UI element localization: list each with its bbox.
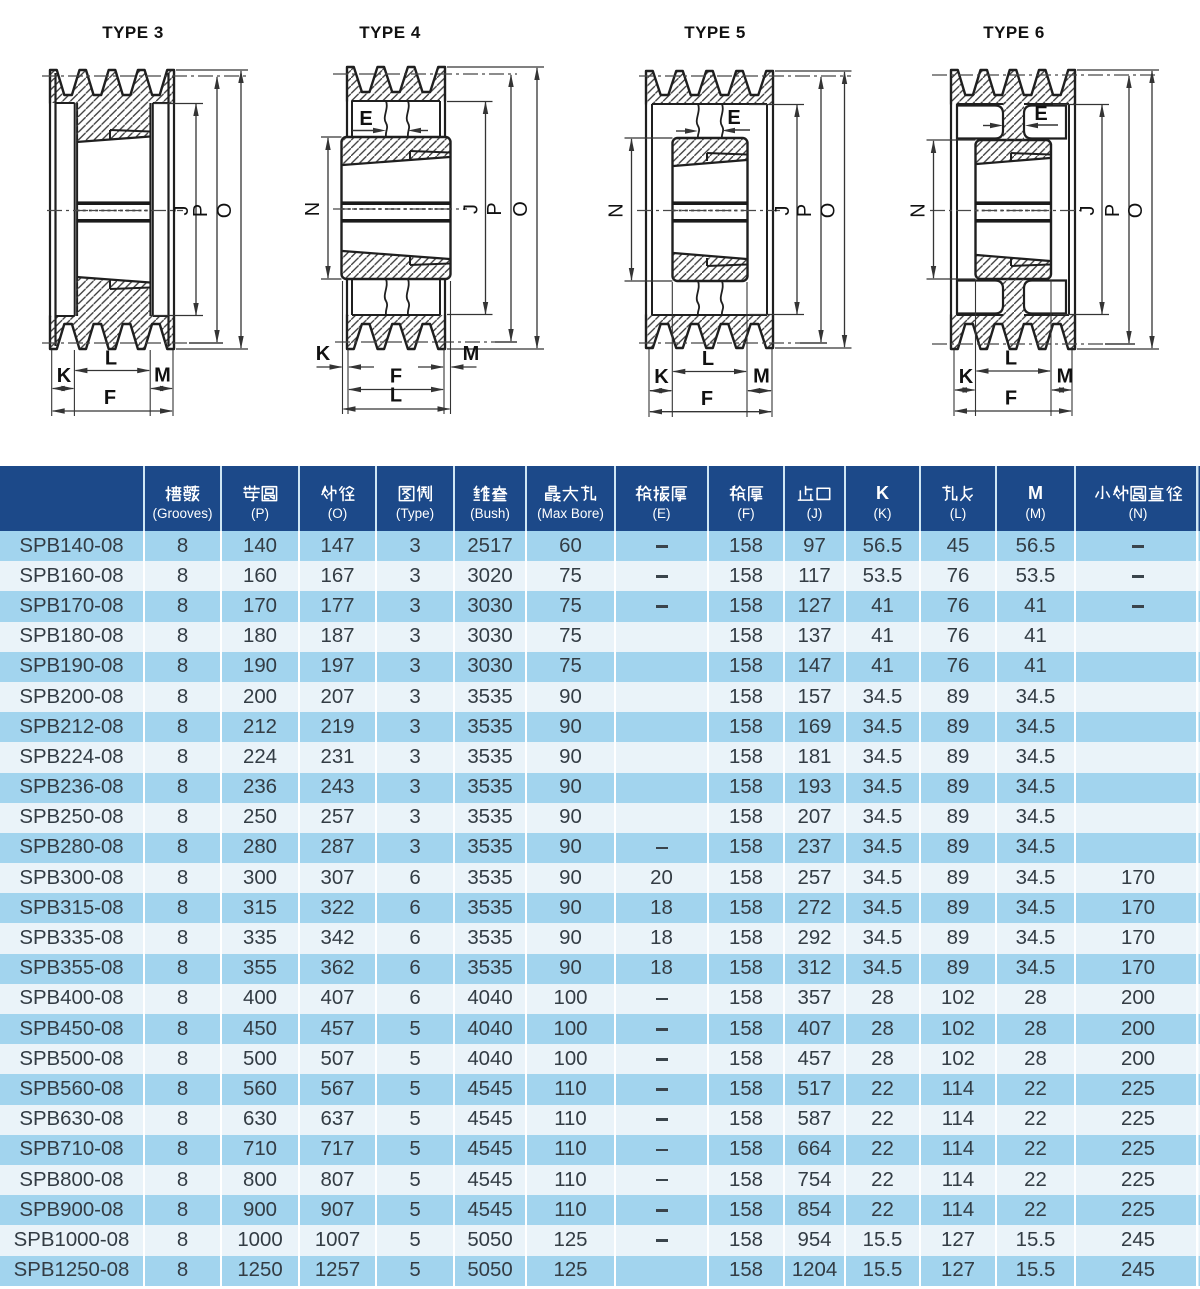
svg-text:L: L bbox=[702, 348, 714, 370]
svg-text:J: J bbox=[1077, 206, 1099, 216]
svg-text:O: O bbox=[818, 203, 840, 219]
svg-text:J: J bbox=[772, 206, 794, 216]
svg-text:K: K bbox=[57, 365, 72, 387]
svg-text:M: M bbox=[753, 366, 770, 388]
svg-text:L: L bbox=[1005, 348, 1017, 370]
svg-text:N: N bbox=[606, 203, 628, 217]
svg-text:O: O bbox=[510, 201, 532, 217]
svg-text:TYPE 4: TYPE 4 bbox=[359, 23, 421, 42]
svg-text:P: P bbox=[794, 204, 816, 217]
svg-text:L: L bbox=[105, 348, 117, 370]
svg-text:N: N bbox=[908, 203, 930, 217]
svg-text:F: F bbox=[1005, 388, 1017, 410]
svg-text:F: F bbox=[104, 387, 116, 409]
svg-text:E: E bbox=[727, 107, 740, 129]
svg-text:M: M bbox=[154, 365, 171, 387]
svg-text:J: J bbox=[171, 206, 193, 216]
svg-text:L: L bbox=[390, 385, 402, 407]
svg-text:F: F bbox=[390, 366, 402, 388]
svg-text:O: O bbox=[1125, 203, 1147, 219]
svg-text:M: M bbox=[1057, 366, 1074, 388]
svg-text:F: F bbox=[701, 388, 713, 410]
svg-text:P: P bbox=[1102, 204, 1124, 217]
svg-text:J: J bbox=[461, 204, 483, 214]
svg-text:N: N bbox=[302, 202, 324, 216]
svg-text:O: O bbox=[214, 203, 236, 219]
svg-text:M: M bbox=[463, 343, 480, 365]
svg-text:TYPE 3: TYPE 3 bbox=[102, 23, 164, 42]
svg-text:TYPE 6: TYPE 6 bbox=[983, 23, 1045, 42]
svg-text:K: K bbox=[959, 366, 974, 388]
svg-text:K: K bbox=[316, 343, 331, 365]
svg-text:P: P bbox=[190, 204, 212, 217]
svg-text:E: E bbox=[359, 108, 372, 130]
svg-text:TYPE 5: TYPE 5 bbox=[684, 23, 746, 42]
svg-text:E: E bbox=[1034, 103, 1047, 125]
svg-text:K: K bbox=[654, 366, 669, 388]
svg-text:P: P bbox=[484, 202, 506, 215]
